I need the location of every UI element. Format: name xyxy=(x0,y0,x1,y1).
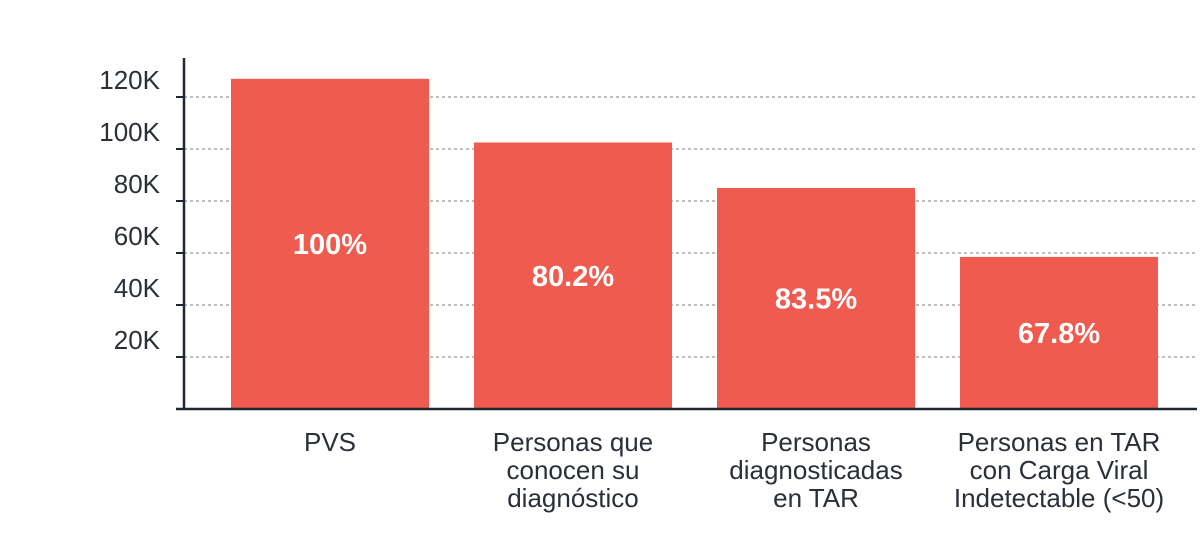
bars xyxy=(231,78,1158,410)
bar xyxy=(474,142,672,409)
y-tick-label: 120K xyxy=(99,65,160,95)
y-tick-label: 40K xyxy=(114,273,161,303)
category-label-line: en TAR xyxy=(773,483,859,513)
category-label-line: diagnóstico xyxy=(507,483,639,513)
category-label-line: Personas xyxy=(761,427,871,457)
x-axis-labels: PVS Personas que conocen su diagnósticoPers… xyxy=(304,427,1164,513)
y-tick-label: 60K xyxy=(114,221,161,251)
y-tick-label: 80K xyxy=(114,169,161,199)
category-label: Personas que conocen su diagnóstico xyxy=(493,427,653,513)
category-label-line: diagnosticadas xyxy=(729,455,902,485)
bar-data-label: 67.8% xyxy=(1018,318,1100,350)
y-tick-label: 100K xyxy=(99,117,160,147)
category-label-line: Personas en TAR xyxy=(958,427,1161,457)
category-label-line: PVS xyxy=(304,427,356,457)
category-label-line: con Carga Viral xyxy=(970,455,1149,485)
category-label: PVS xyxy=(304,427,356,457)
bar xyxy=(231,78,429,410)
data-labels: 100% 80.2% 83.5% 67.8% xyxy=(293,229,1100,350)
bar-data-label: 83.5% xyxy=(775,284,857,316)
bar xyxy=(717,188,915,409)
bar xyxy=(960,256,1158,409)
category-label: Personas en TAR con Carga Viral Indetectab… xyxy=(954,427,1164,513)
category-label-line: conocen su xyxy=(507,455,640,485)
category-label-line: Personas que xyxy=(493,427,653,457)
y-tick-label: 20K xyxy=(114,325,161,355)
y-axis-ticks: 20K 40K 60K 80K 100K 120K xyxy=(99,65,184,358)
bar-data-label: 80.2% xyxy=(532,261,614,293)
category-label-line: Indetectable (<50) xyxy=(954,483,1164,513)
category-label: Personas diagnosticadas en TAR xyxy=(729,427,902,513)
bar-data-label: 100% xyxy=(293,229,367,261)
